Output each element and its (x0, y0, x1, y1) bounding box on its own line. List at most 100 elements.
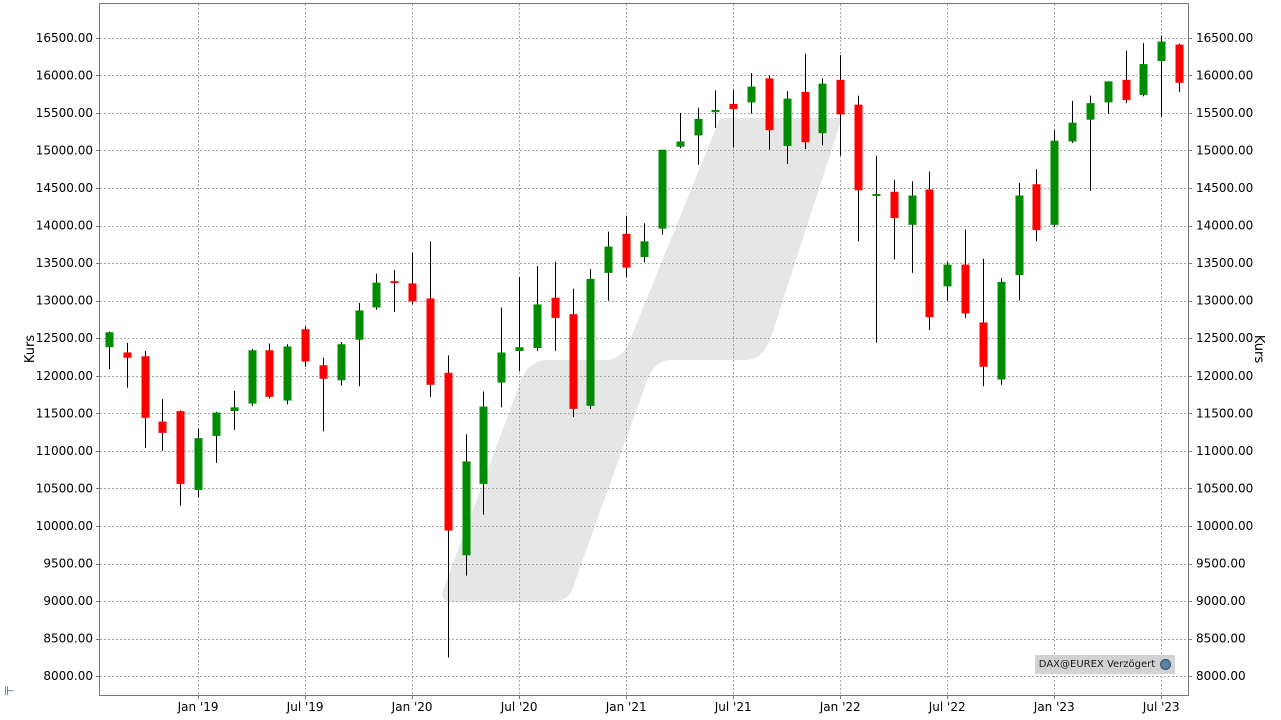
candle-body (408, 283, 417, 302)
candle-body (1068, 122, 1077, 142)
candle-up (1104, 81, 1113, 114)
candle-up (997, 278, 1006, 385)
y-tick-label-right: 8000.00 (1196, 669, 1246, 683)
y-tick-label-left: 14000.00 (36, 219, 93, 233)
candle-body (979, 322, 988, 367)
x-tick-label: Jul '22 (928, 700, 966, 714)
x-tick-label: Jul '19 (286, 700, 324, 714)
candle-body (925, 189, 934, 318)
y-tick-label-left: 16000.00 (36, 68, 93, 82)
y-tick-label-right: 8500.00 (1196, 632, 1246, 646)
candle-body (1015, 195, 1024, 276)
candle-body (515, 347, 524, 352)
candle-body (426, 298, 435, 385)
candle-down (444, 355, 453, 658)
y-tick-label-right: 9000.00 (1196, 594, 1246, 608)
candle-body (248, 350, 257, 404)
candle-up (1139, 43, 1148, 97)
candle-body (372, 282, 381, 308)
y-tick-label-left: 8500.00 (43, 632, 93, 646)
x-axis: Jan '19 Jul '19 Jan '20 Jul '20 Jan '21 Jul '… (177, 695, 1180, 714)
candle-down (158, 399, 167, 451)
candle-down (765, 75, 774, 150)
y-tick-label-right: 10000.00 (1196, 519, 1253, 533)
candle-down (979, 258, 988, 387)
candle-body (1139, 64, 1148, 95)
candle-up (194, 428, 203, 498)
candle-body (711, 109, 720, 113)
x-tick-label: Jan '22 (819, 700, 861, 714)
candle-up (105, 331, 114, 370)
candles (105, 35, 1184, 658)
watermark-logo (442, 118, 842, 602)
candle-body (176, 411, 185, 484)
candle-up (462, 434, 471, 576)
candle-body (694, 118, 703, 136)
candle-up (943, 261, 952, 301)
candle-up (337, 341, 346, 386)
candle-up (1086, 95, 1095, 192)
y-tick-label-left: 16500.00 (36, 31, 93, 45)
candle-up (1050, 130, 1059, 228)
candle-up (533, 266, 542, 352)
candle-down (551, 261, 560, 352)
watermark-shape (442, 118, 842, 602)
candle-body (462, 461, 471, 556)
candle-up (676, 112, 685, 149)
candle-up (908, 181, 917, 273)
y-tick-label-left: 8000.00 (43, 669, 93, 683)
candle-up (248, 348, 257, 406)
candle-down (390, 269, 399, 312)
candle-down (141, 351, 150, 448)
y-tick-label-left: 12000.00 (36, 369, 93, 383)
candle-body (1104, 81, 1113, 103)
candle-body (604, 246, 613, 273)
candle-up (1157, 35, 1166, 117)
candle-body (444, 372, 453, 531)
candle-down (265, 343, 274, 399)
candle-down (1175, 43, 1184, 92)
candle-up (872, 155, 881, 343)
candle-up (497, 307, 506, 408)
candle-body (729, 103, 738, 110)
candle-body (1050, 140, 1059, 225)
candle-up (230, 390, 239, 430)
y-axis-right: 8000.00 8500.00 9000.00 9500.00 10000.00 1050… (1188, 31, 1253, 683)
candle-down (426, 241, 435, 397)
y-tick-label-left: 14500.00 (36, 181, 93, 195)
candle-body (479, 406, 488, 484)
candle-body (676, 141, 685, 147)
x-tick-label: Jan '20 (391, 700, 433, 714)
source-label: DAX@EUREX Verzögert (1038, 659, 1156, 670)
y-tick-label-right: 12000.00 (1196, 369, 1253, 383)
candle-up (640, 223, 649, 263)
y-tick-label-left: 11500.00 (36, 406, 93, 420)
y-tick-label-left: 10000.00 (36, 519, 93, 533)
chart-settings-icon[interactable]: ⊩ (4, 684, 15, 698)
y-tick-label-right: 11000.00 (1196, 444, 1253, 458)
plot-frame (99, 3, 1189, 696)
candle-down (925, 171, 934, 330)
candle-down (123, 342, 132, 388)
candle-down (301, 326, 310, 367)
candle-down (961, 229, 970, 318)
candle-down (729, 89, 738, 148)
y-axis-title-left: Kurs (23, 335, 38, 363)
x-tick-label: Jul '21 (714, 700, 752, 714)
candle-up (711, 90, 720, 128)
y-tick-label-right: 14000.00 (1196, 219, 1253, 233)
candle-body (747, 86, 756, 103)
x-tick-label: Jan '21 (605, 700, 647, 714)
x-tick-label: Jul '20 (500, 700, 538, 714)
y-tick-label-left: 15000.00 (36, 143, 93, 157)
y-tick-label-left: 9500.00 (43, 557, 93, 571)
candle-body (390, 281, 399, 284)
candle-body (319, 365, 328, 379)
candle-up (783, 91, 792, 164)
y-tick-label-right: 14500.00 (1196, 181, 1253, 195)
candle-down (176, 410, 185, 506)
y-tick-label-right: 12500.00 (1196, 331, 1253, 345)
y-tick-label-left: 9000.00 (43, 594, 93, 608)
candle-body (836, 79, 845, 115)
y-tick-label-left: 13000.00 (36, 294, 93, 308)
